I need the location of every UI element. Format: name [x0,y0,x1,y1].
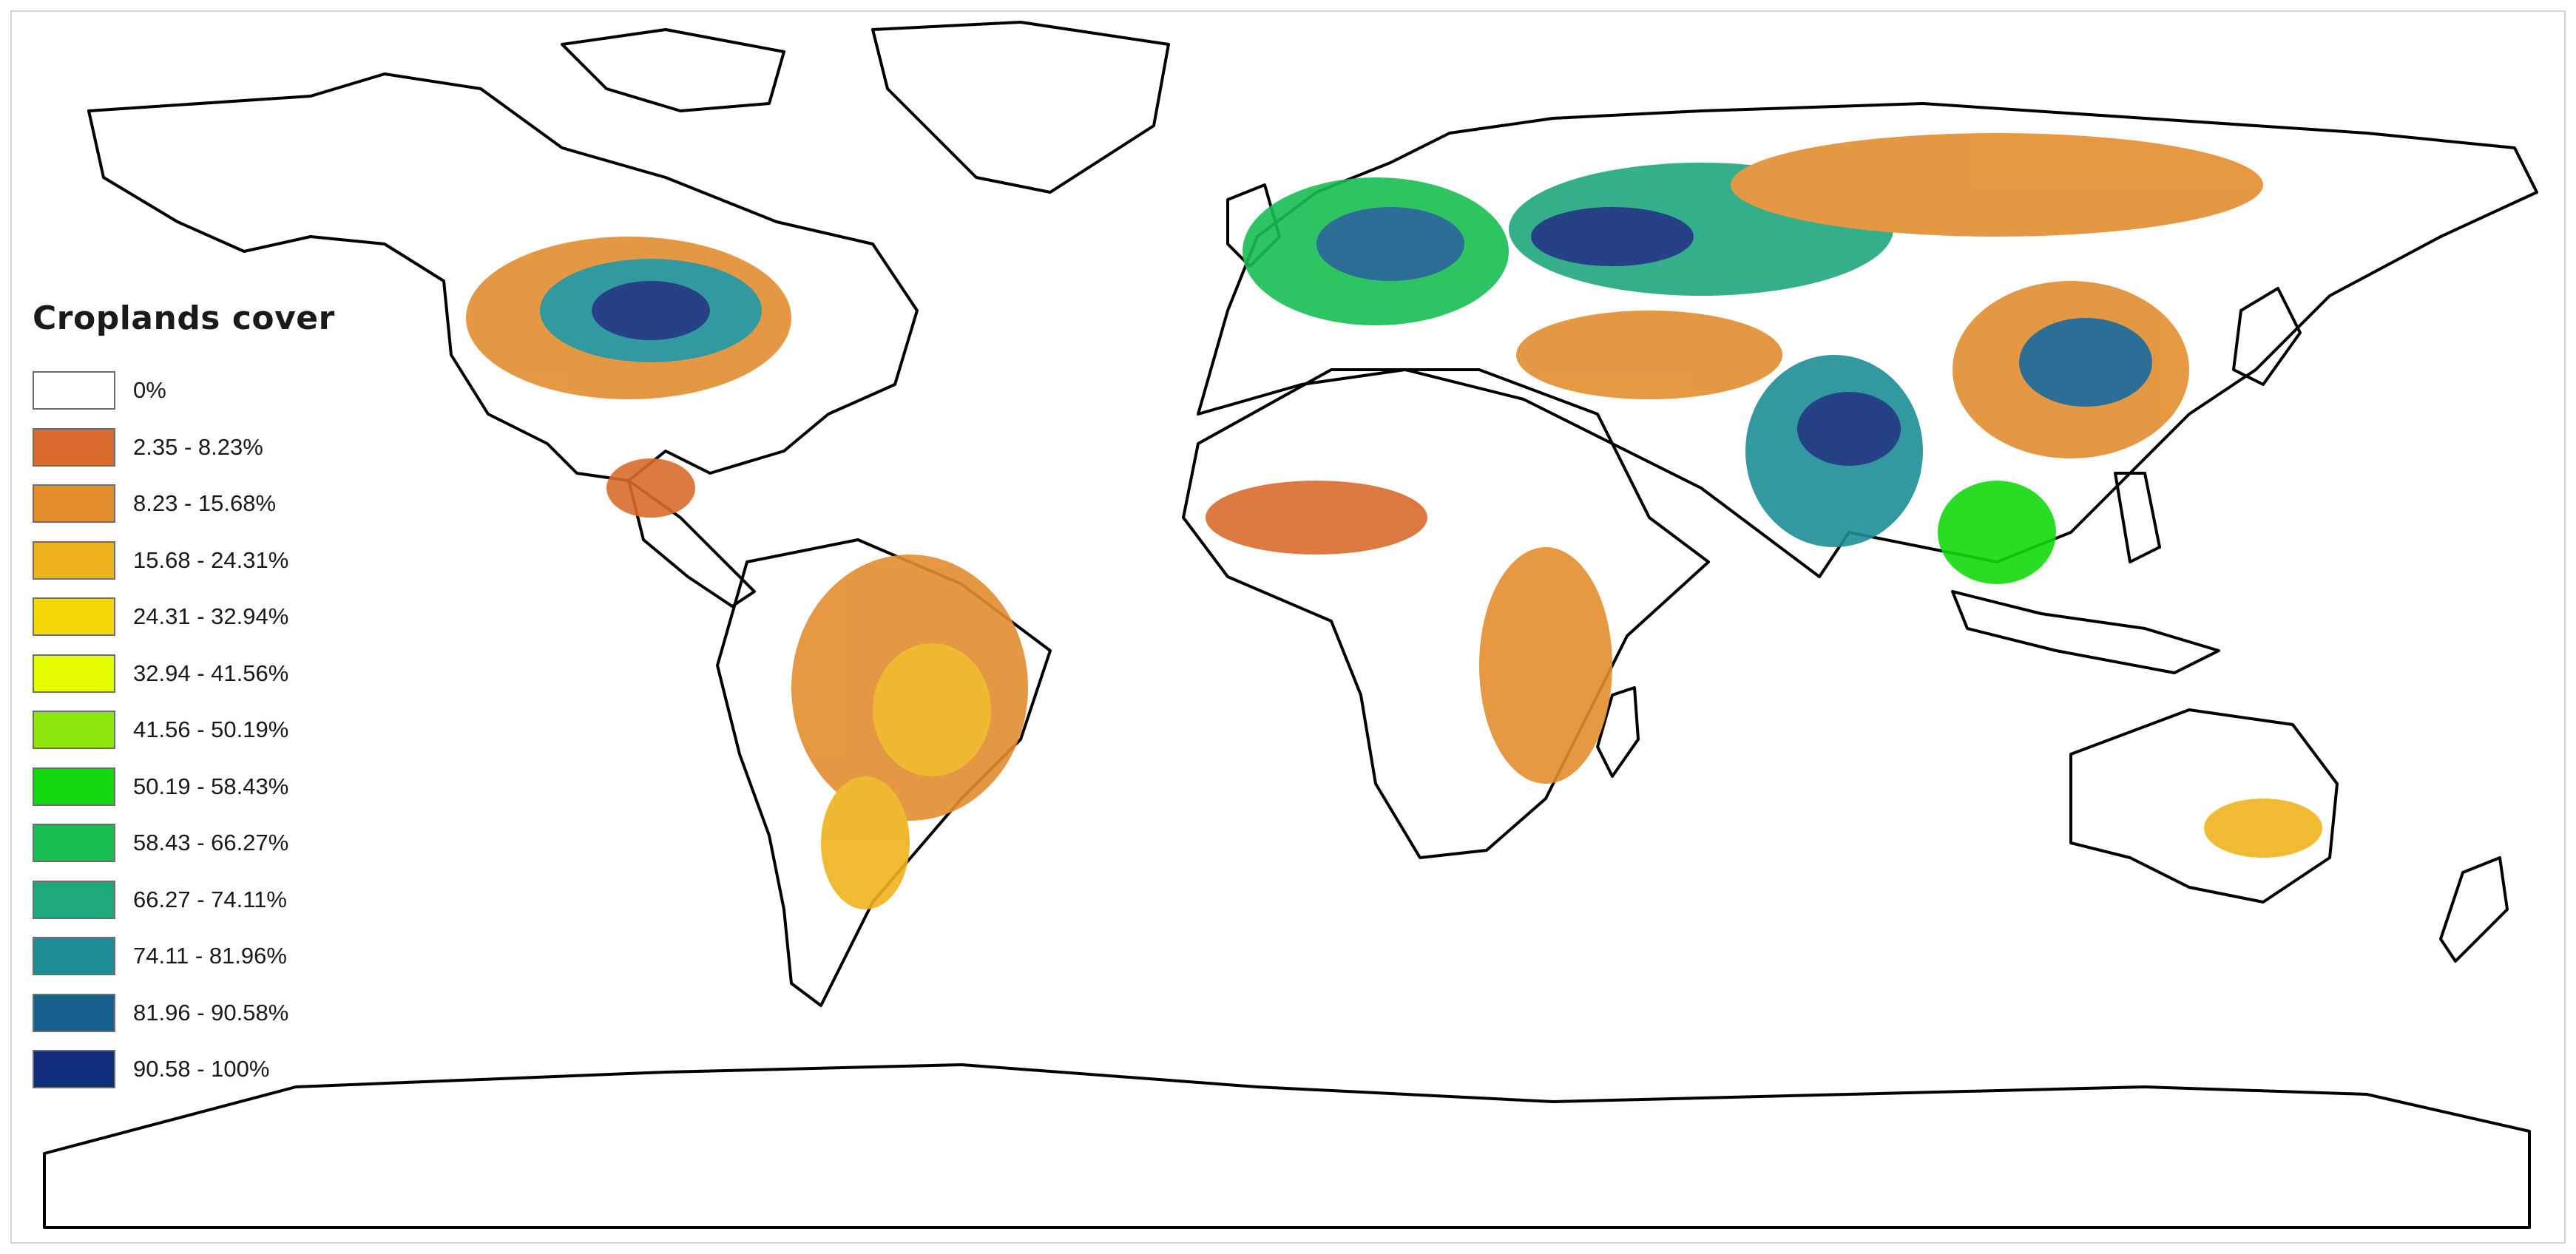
legend-swatch [33,711,115,750]
legend-label: 58.43 - 66.27% [133,830,289,856]
legend-swatch [33,824,115,863]
legend-swatch [33,540,115,580]
legend-item: 15.68 - 24.31% [33,532,380,589]
north-america-coast [87,72,919,482]
legend-swatch [33,993,115,1032]
legend-swatch [33,371,115,410]
legend-label: 50.19 - 58.43% [133,773,289,799]
legend-swatch [33,937,115,976]
australia-coast [2069,708,2339,904]
east-africa-cropland [1479,547,1612,784]
argentina-cropland [821,776,910,909]
madagascar-coast [1596,686,1640,778]
legend-item: 90.58 - 100% [33,1041,380,1098]
legend-item: 81.96 - 90.58% [33,985,380,1042]
legend-item: 8.23 - 15.68% [33,475,380,532]
legend-label: 2.35 - 8.23% [133,433,263,460]
antarctica-coast [43,1063,2531,1229]
legend-label: 32.94 - 41.56% [133,660,289,686]
legend-label: 90.58 - 100% [133,1056,270,1082]
japan-coast [2232,287,2302,386]
legend-item: 66.27 - 74.11% [33,872,380,929]
europe-core [1316,207,1464,281]
australia-cropland [2204,799,2322,858]
brazil-core [873,643,991,776]
legend-swatch [33,1050,115,1089]
legend-item: 74.11 - 81.96% [33,928,380,985]
legend-label: 81.96 - 90.58% [133,999,289,1026]
west-africa-cropland [1206,481,1427,555]
legend-item: 24.31 - 32.94% [33,589,380,645]
legend-swatch [33,880,115,919]
central-america-coast [627,479,756,608]
legend-swatch [33,484,115,523]
legend-list: 0% 2.35 - 8.23% 8.23 - 15.68% 15.68 - 24… [33,362,380,1098]
legend-item: 41.56 - 50.19% [33,702,380,759]
cropland-patches [466,133,2322,909]
map-legend: Croplands cover 0% 2.35 - 8.23% 8.23 - 1… [33,299,380,1098]
legend-label: 66.27 - 74.11% [133,886,287,912]
legend-item: 58.43 - 66.27% [33,815,380,872]
eurasia-coast [1197,102,2538,578]
new-zealand-coast [2439,856,2509,963]
legend-swatch [33,427,115,467]
legend-label: 15.68 - 24.31% [133,546,289,573]
siberia-cropland [1731,133,2263,237]
indonesia-coast [1951,590,2220,674]
legend-swatch [33,767,115,806]
legend-label: 74.11 - 81.96% [133,943,287,969]
arctic-islands [561,28,785,112]
philippines-coast [2114,472,2161,563]
legend-item: 50.19 - 58.43% [33,759,380,816]
us-core [592,281,710,340]
china-core [2019,318,2152,407]
india-core [1797,392,1901,466]
africa-coast [1182,368,1710,859]
legend-item: 2.35 - 8.23% [33,419,380,476]
legend-label: 41.56 - 50.19% [133,716,289,743]
middle-east-cropland [1516,311,1782,399]
russia-core [1531,207,1694,266]
legend-title: Croplands cover [33,299,335,337]
legend-label: 8.23 - 15.68% [133,490,277,517]
legend-label: 0% [133,377,166,404]
mexico-cropland [606,458,695,518]
legend-item: 0% [33,362,380,419]
greenland-coast [871,21,1170,194]
se-asia-cropland [1938,481,2056,584]
legend-swatch [33,654,115,693]
legend-swatch [33,597,115,637]
legend-label: 24.31 - 32.94% [133,603,289,630]
legend-item: 32.94 - 41.56% [33,645,380,702]
